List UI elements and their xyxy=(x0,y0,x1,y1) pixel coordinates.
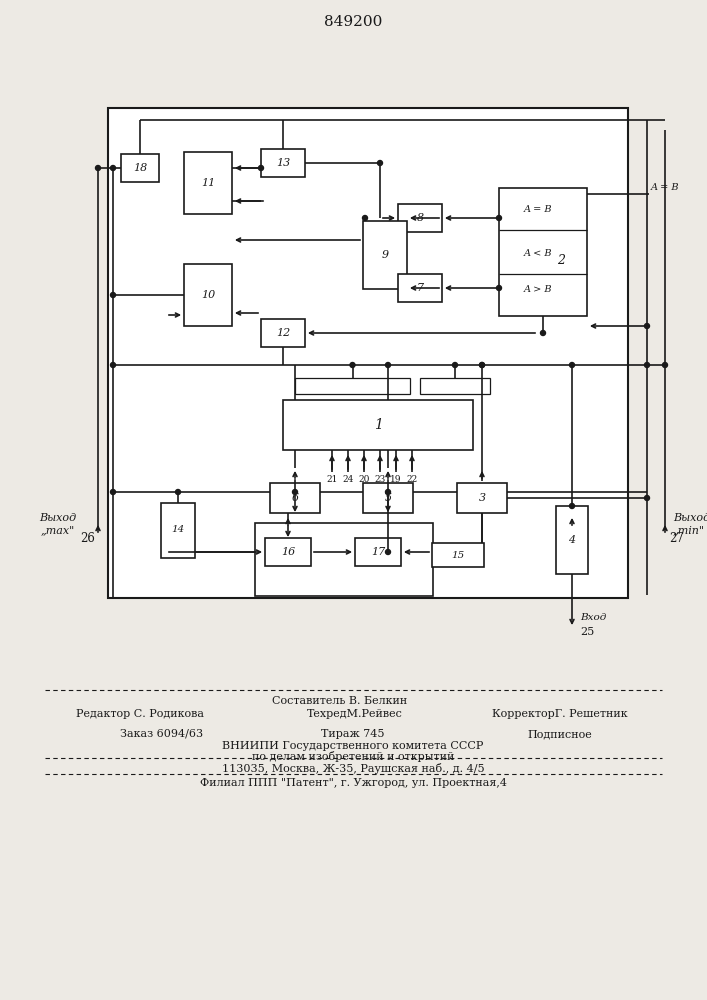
Text: 12: 12 xyxy=(276,328,290,338)
Text: 3: 3 xyxy=(479,493,486,503)
Text: ТехредМ.Рейвес: ТехредМ.Рейвес xyxy=(307,709,403,719)
Text: 15: 15 xyxy=(451,550,464,560)
Circle shape xyxy=(385,489,390,494)
Text: 2: 2 xyxy=(557,253,565,266)
Circle shape xyxy=(110,489,115,494)
Bar xyxy=(363,483,413,513)
Text: 27: 27 xyxy=(669,532,684,544)
Circle shape xyxy=(110,165,115,170)
Bar xyxy=(270,483,320,513)
Bar xyxy=(184,264,232,326)
Text: 16: 16 xyxy=(281,547,295,557)
Bar xyxy=(355,538,401,566)
Text: 14: 14 xyxy=(171,526,185,534)
Text: Подписное: Подписное xyxy=(527,729,592,739)
Bar xyxy=(363,221,407,289)
Text: 26: 26 xyxy=(80,532,95,544)
Text: 23: 23 xyxy=(375,476,385,485)
Circle shape xyxy=(452,362,457,367)
Bar xyxy=(556,506,588,574)
Bar xyxy=(398,274,442,302)
Bar xyxy=(432,543,484,567)
Circle shape xyxy=(479,362,484,367)
Circle shape xyxy=(385,362,390,367)
Text: 4: 4 xyxy=(568,535,575,545)
Circle shape xyxy=(496,286,501,290)
Text: 1: 1 xyxy=(373,418,382,432)
Circle shape xyxy=(378,160,382,165)
Text: 7: 7 xyxy=(416,283,423,293)
Circle shape xyxy=(385,550,390,554)
Circle shape xyxy=(645,324,650,328)
Text: A > B: A > B xyxy=(524,286,552,294)
Circle shape xyxy=(110,292,115,298)
Bar xyxy=(295,378,410,394)
Text: 24: 24 xyxy=(342,476,354,485)
Text: Тираж 745: Тираж 745 xyxy=(321,729,385,739)
Circle shape xyxy=(175,489,180,494)
Bar xyxy=(420,378,490,394)
Text: 25: 25 xyxy=(580,627,595,637)
Circle shape xyxy=(645,495,650,500)
Bar xyxy=(398,204,442,232)
Circle shape xyxy=(540,330,546,336)
Text: A = B: A = B xyxy=(524,206,552,215)
Bar xyxy=(261,149,305,177)
Text: 6: 6 xyxy=(291,493,298,503)
Text: Выход: Выход xyxy=(40,513,76,523)
Text: „min": „min" xyxy=(673,525,705,535)
Text: 21: 21 xyxy=(327,476,338,485)
Text: A = B: A = B xyxy=(651,184,679,192)
Circle shape xyxy=(645,362,650,367)
Text: Составитель В. Белкин: Составитель В. Белкин xyxy=(272,696,408,706)
Circle shape xyxy=(570,362,575,367)
Text: 17: 17 xyxy=(371,547,385,557)
Text: Выход: Выход xyxy=(673,513,707,523)
Text: Редактор С. Родикова: Редактор С. Родикова xyxy=(76,709,204,719)
Text: 22: 22 xyxy=(407,476,418,485)
Bar xyxy=(161,502,195,558)
Text: КорректорГ. Решетник: КорректорГ. Решетник xyxy=(492,709,628,719)
Text: 8: 8 xyxy=(416,213,423,223)
Circle shape xyxy=(363,216,368,221)
Text: 19: 19 xyxy=(390,476,402,485)
Circle shape xyxy=(95,165,100,170)
Text: 9: 9 xyxy=(382,250,389,260)
Bar xyxy=(108,108,628,598)
Text: 849200: 849200 xyxy=(324,15,382,29)
Text: Филиал ППП "Патент", г. Ужгород, ул. Проектная,4: Филиал ППП "Патент", г. Ужгород, ул. Про… xyxy=(199,778,506,788)
Bar xyxy=(283,400,473,450)
Text: ВНИИПИ Государственного комитета СССР: ВНИИПИ Государственного комитета СССР xyxy=(222,741,484,751)
Circle shape xyxy=(259,165,264,170)
Bar xyxy=(499,188,587,316)
Bar xyxy=(265,538,311,566)
Text: „max": „max" xyxy=(41,525,75,535)
Bar xyxy=(255,523,433,596)
Text: 113035, Москва, Ж-35, Раушская наб., д. 4/5: 113035, Москва, Ж-35, Раушская наб., д. … xyxy=(222,762,484,774)
Bar xyxy=(184,152,232,214)
Text: Вход: Вход xyxy=(580,613,607,622)
Circle shape xyxy=(350,362,355,367)
Text: 18: 18 xyxy=(133,163,147,173)
Circle shape xyxy=(293,489,298,494)
Circle shape xyxy=(110,362,115,367)
Circle shape xyxy=(570,504,575,508)
Text: 5: 5 xyxy=(385,493,392,503)
Text: 13: 13 xyxy=(276,158,290,168)
Bar xyxy=(261,319,305,347)
Circle shape xyxy=(662,362,667,367)
Text: Заказ 6094/63: Заказ 6094/63 xyxy=(120,729,203,739)
Bar xyxy=(457,483,507,513)
Text: 20: 20 xyxy=(358,476,370,485)
Circle shape xyxy=(479,362,484,367)
Text: A < B: A < B xyxy=(524,249,552,258)
Bar xyxy=(121,154,159,182)
Text: 10: 10 xyxy=(201,290,215,300)
Text: 11: 11 xyxy=(201,178,215,188)
Circle shape xyxy=(496,216,501,221)
Text: по делам изобретений и открытий: по делам изобретений и открытий xyxy=(252,752,454,762)
